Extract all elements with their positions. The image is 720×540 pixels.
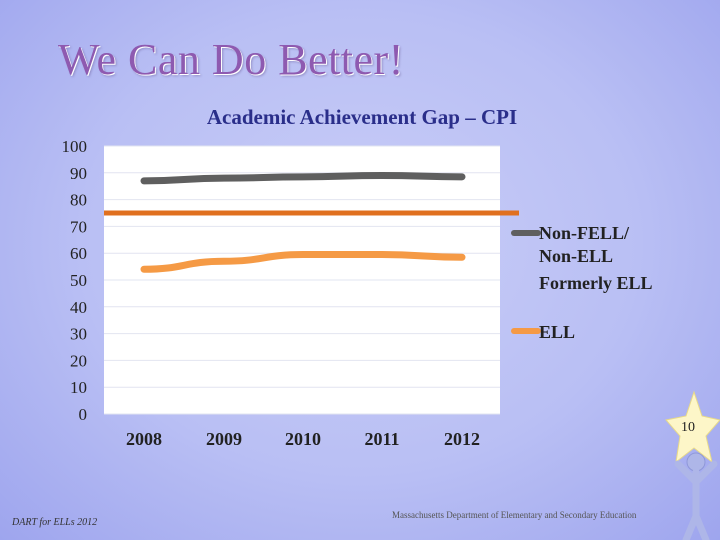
x-tick-label-2010: 2010: [285, 429, 321, 449]
slide-title: We Can Do Better!: [58, 35, 404, 84]
x-tick-label-2011: 2011: [364, 429, 399, 449]
footer-center-text: Massachusetts Department of Elementary a…: [392, 510, 637, 520]
y-tick-label-10: 10: [70, 378, 87, 397]
x-tick-label-2008: 2008: [126, 429, 162, 449]
x-tick-label-2009: 2009: [206, 429, 242, 449]
legend: Non-FELL/ Non-ELL Formerly ELL ELL: [511, 223, 652, 342]
star-figure-icon: [665, 390, 720, 540]
y-axis-ticks: 0 10 20 30 40 50 60 70 80 90 100: [62, 137, 88, 424]
legend-label-formerly-ell: Formerly ELL: [539, 273, 652, 293]
slide-number: 10: [681, 420, 695, 435]
y-tick-label-70: 70: [70, 217, 87, 236]
y-tick-label-50: 50: [70, 271, 87, 290]
legend-label-non-fell-line1: Non-FELL/: [539, 223, 630, 243]
series-line-non-fell: [140, 171, 466, 185]
chart-title: Academic Achievement Gap – CPI: [207, 105, 517, 129]
series-lines: [104, 171, 519, 273]
y-tick-label-100: 100: [62, 137, 88, 156]
y-tick-label-0: 0: [79, 405, 88, 424]
y-tick-label-60: 60: [70, 244, 87, 263]
x-axis-ticks: 2008 2009 2010 2011 2012: [126, 429, 480, 449]
x-tick-label-2012: 2012: [444, 429, 480, 449]
y-tick-label-80: 80: [70, 191, 87, 210]
y-tick-label-30: 30: [70, 325, 87, 344]
footer-left-text: DART for ELLs 2012: [12, 517, 98, 528]
y-tick-label-40: 40: [70, 298, 87, 317]
legend-label-non-fell-line2: Non-ELL: [539, 246, 613, 266]
legend-label-ell: ELL: [539, 322, 575, 342]
y-tick-label-90: 90: [70, 164, 87, 183]
series-line-ell: [140, 251, 466, 273]
y-tick-label-20: 20: [70, 351, 87, 370]
